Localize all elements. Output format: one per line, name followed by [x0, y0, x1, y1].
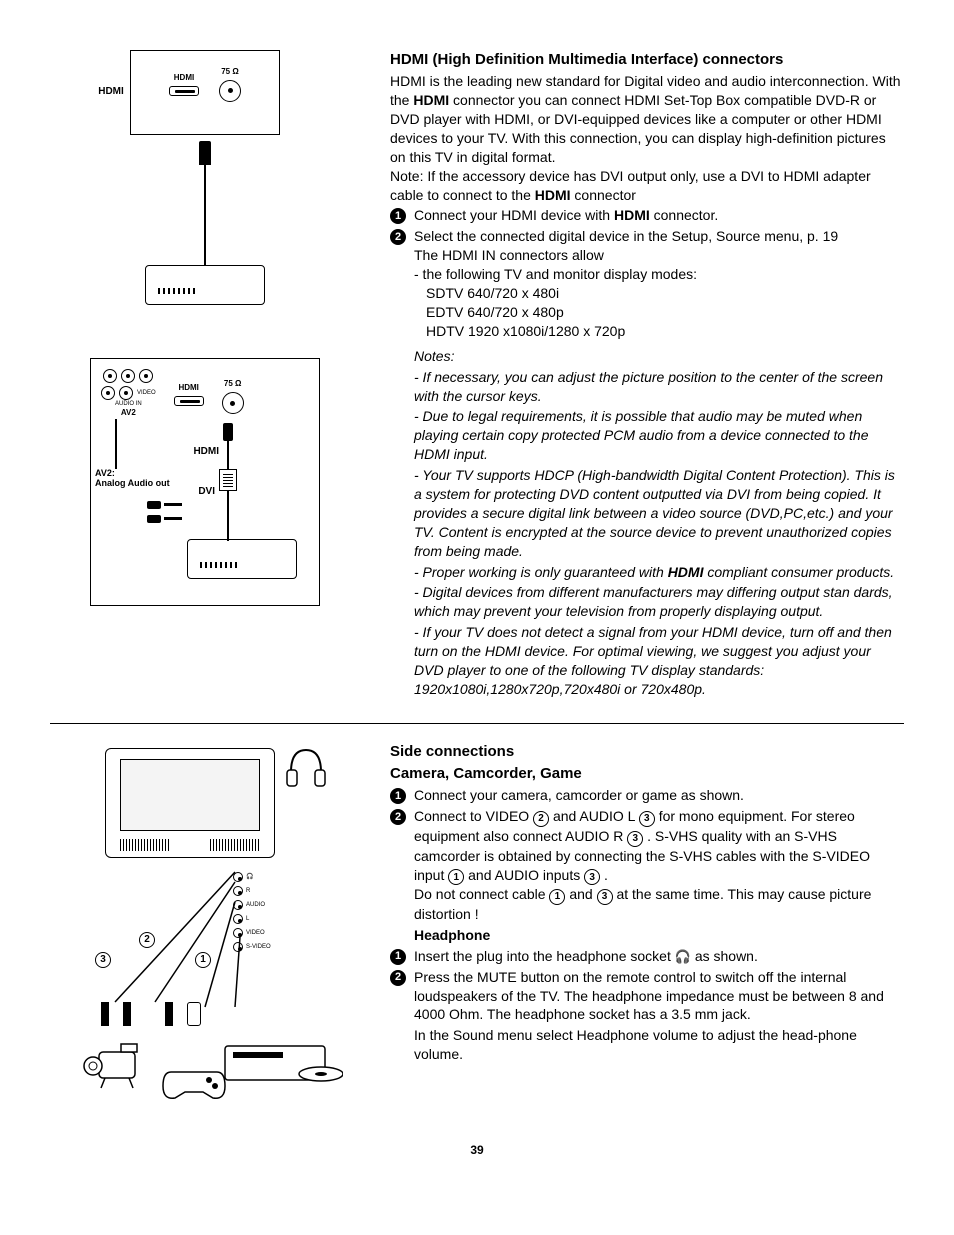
section-side-connections: 🎧 R AUDIO L VIDEO S-VIDEO 2 3 1	[50, 742, 904, 1102]
dvi-plug-icon	[219, 469, 237, 491]
coax-port-icon	[219, 80, 241, 102]
hdmi-text-column: HDMI (High Definition Multimedia Interfa…	[390, 50, 904, 699]
side-text-column: Side connections Camera, Camcorder, Game…	[390, 742, 904, 1102]
inline-circ-3a: 3	[639, 811, 655, 827]
hdmi-cable	[204, 165, 206, 265]
headphone-title: Headphone	[414, 926, 904, 945]
diagrams-left: HDMI 75 Ω HDMI	[50, 50, 360, 699]
note-3: - Your TV supports HDCP (High-bandwidth …	[414, 466, 904, 560]
mode-edtv: EDTV 640/720 x 480p	[426, 303, 904, 322]
diagram-hdmi-simple: HDMI 75 Ω	[130, 50, 280, 305]
mode-hdtv: HDTV 1920 x1080i/1280 x 720p	[426, 322, 904, 341]
hp-step-1: 1 Insert the plug into the headphone soc…	[390, 947, 904, 966]
hdmi-step-1: 1 Connect your HDMI device with HDMI con…	[390, 206, 904, 225]
gamepad-icon	[159, 1062, 229, 1106]
hdmi-device-icon	[145, 265, 265, 305]
note-2: - Due to legal requirements, it is possi…	[414, 407, 904, 464]
hdmi-side-label: HDMI	[98, 85, 124, 99]
inline-circ-2a: 2	[533, 811, 549, 827]
camcorder-icon	[81, 1038, 151, 1092]
bullet-2-icon: 2	[390, 229, 406, 245]
inline-circ-3c: 3	[584, 869, 600, 885]
headphones-icon	[281, 742, 331, 792]
allow-text: The HDMI IN connectors allow	[414, 246, 904, 265]
section-divider	[50, 723, 904, 724]
plugs-row	[101, 1002, 201, 1026]
ohm-label: 75 Ω	[221, 67, 239, 78]
side-diagram-col: 🎧 R AUDIO L VIDEO S-VIDEO 2 3 1	[50, 742, 360, 1102]
side-warning: Do not connect cable 1 and 3 at the same…	[414, 885, 904, 924]
inline-circ-3d: 3	[597, 889, 613, 905]
hdmi-plug-icon	[199, 141, 211, 165]
bullet-1-icon: 1	[390, 208, 406, 224]
notes-label: Notes:	[414, 347, 904, 366]
hp-step-2: 2 Press the MUTE button on the remote co…	[390, 968, 904, 1064]
note-5: - Digital devices from different manufac…	[414, 583, 904, 621]
page-number: 39	[50, 1142, 904, 1158]
modes-intro: - the following TV and monitor display m…	[414, 265, 904, 284]
bullet-1-icon-b: 1	[390, 788, 406, 804]
side-title-1: Side connections	[390, 742, 904, 762]
note-4: - Proper working is only guaranteed with…	[414, 563, 904, 582]
step2-text: Select the connected digital device in t…	[414, 227, 904, 246]
dvd-player-icon	[223, 1038, 343, 1094]
dvi-device-icon	[187, 539, 297, 579]
hdmi-cable-label: HDMI	[193, 445, 219, 459]
side-step-2: 2 Connect to VIDEO 2 and AUDIO L 3 for m…	[390, 807, 904, 945]
bullet-2-icon-b: 2	[390, 809, 406, 825]
inline-circ-3b: 3	[627, 831, 643, 847]
side-connections-illustration: 🎧 R AUDIO L VIDEO S-VIDEO 2 3 1	[65, 742, 345, 1102]
hp2-text: Press the MUTE button on the remote cont…	[414, 968, 904, 1025]
hdmi-note: Note: If the accessory device has DVI ou…	[390, 167, 904, 205]
audio-in-label: AUDIO IN	[115, 400, 142, 408]
mode-sdtv: SDTV 640/720 x 480i	[426, 284, 904, 303]
cables-fan-icon	[85, 852, 285, 1022]
coax-port-icon-2	[222, 392, 244, 414]
hdmi-port-label: HDMI	[174, 73, 194, 84]
hdmi-port-icon	[169, 86, 199, 96]
hdmi-intro: HDMI is the leading new standard for Dig…	[390, 72, 904, 166]
side-step-1: 1 Connect your camera, camcorder or game…	[390, 786, 904, 805]
av2-out-label-2: Analog Audio out	[95, 479, 170, 489]
video-label: VIDEO	[137, 389, 156, 397]
av2-label: AV2	[121, 408, 136, 419]
inline-circ-1b: 1	[549, 889, 565, 905]
section-hdmi: HDMI 75 Ω HDMI	[50, 50, 904, 699]
tv-port-box-1: HDMI 75 Ω	[130, 50, 280, 135]
hdmi-plug-icon-2	[223, 423, 233, 441]
hp3-text: In the Sound menu select Headphone volum…	[414, 1026, 904, 1064]
hdmi-port-icon-2	[174, 396, 204, 406]
note-1: - If necessary, you can adjust the pictu…	[414, 368, 904, 406]
hdmi-step-2: 2 Select the connected digital device in…	[390, 227, 904, 340]
rca-plugs-icon	[147, 501, 182, 509]
hdmi-label-2: HDMI	[178, 383, 198, 394]
hdmi-title: HDMI (High Definition Multimedia Interfa…	[390, 50, 904, 70]
diagram-hdmi-dvi: VIDEO AUDIO IN AV2 HDMI 75 Ω	[90, 358, 320, 606]
side-title-2: Camera, Camcorder, Game	[390, 764, 904, 784]
ohm-label-2: 75 Ω	[224, 379, 242, 390]
bullet-1-icon-c: 1	[390, 949, 406, 965]
note-6: - If your TV does not detect a signal fr…	[414, 623, 904, 699]
notes-block: Notes: - If necessary, you can adjust th…	[390, 347, 904, 699]
dvi-cable-label: DVI	[198, 485, 215, 499]
bullet-2-icon-c: 2	[390, 970, 406, 986]
headphone-socket-icon: 🎧	[675, 949, 691, 964]
inline-circ-1a: 1	[448, 869, 464, 885]
